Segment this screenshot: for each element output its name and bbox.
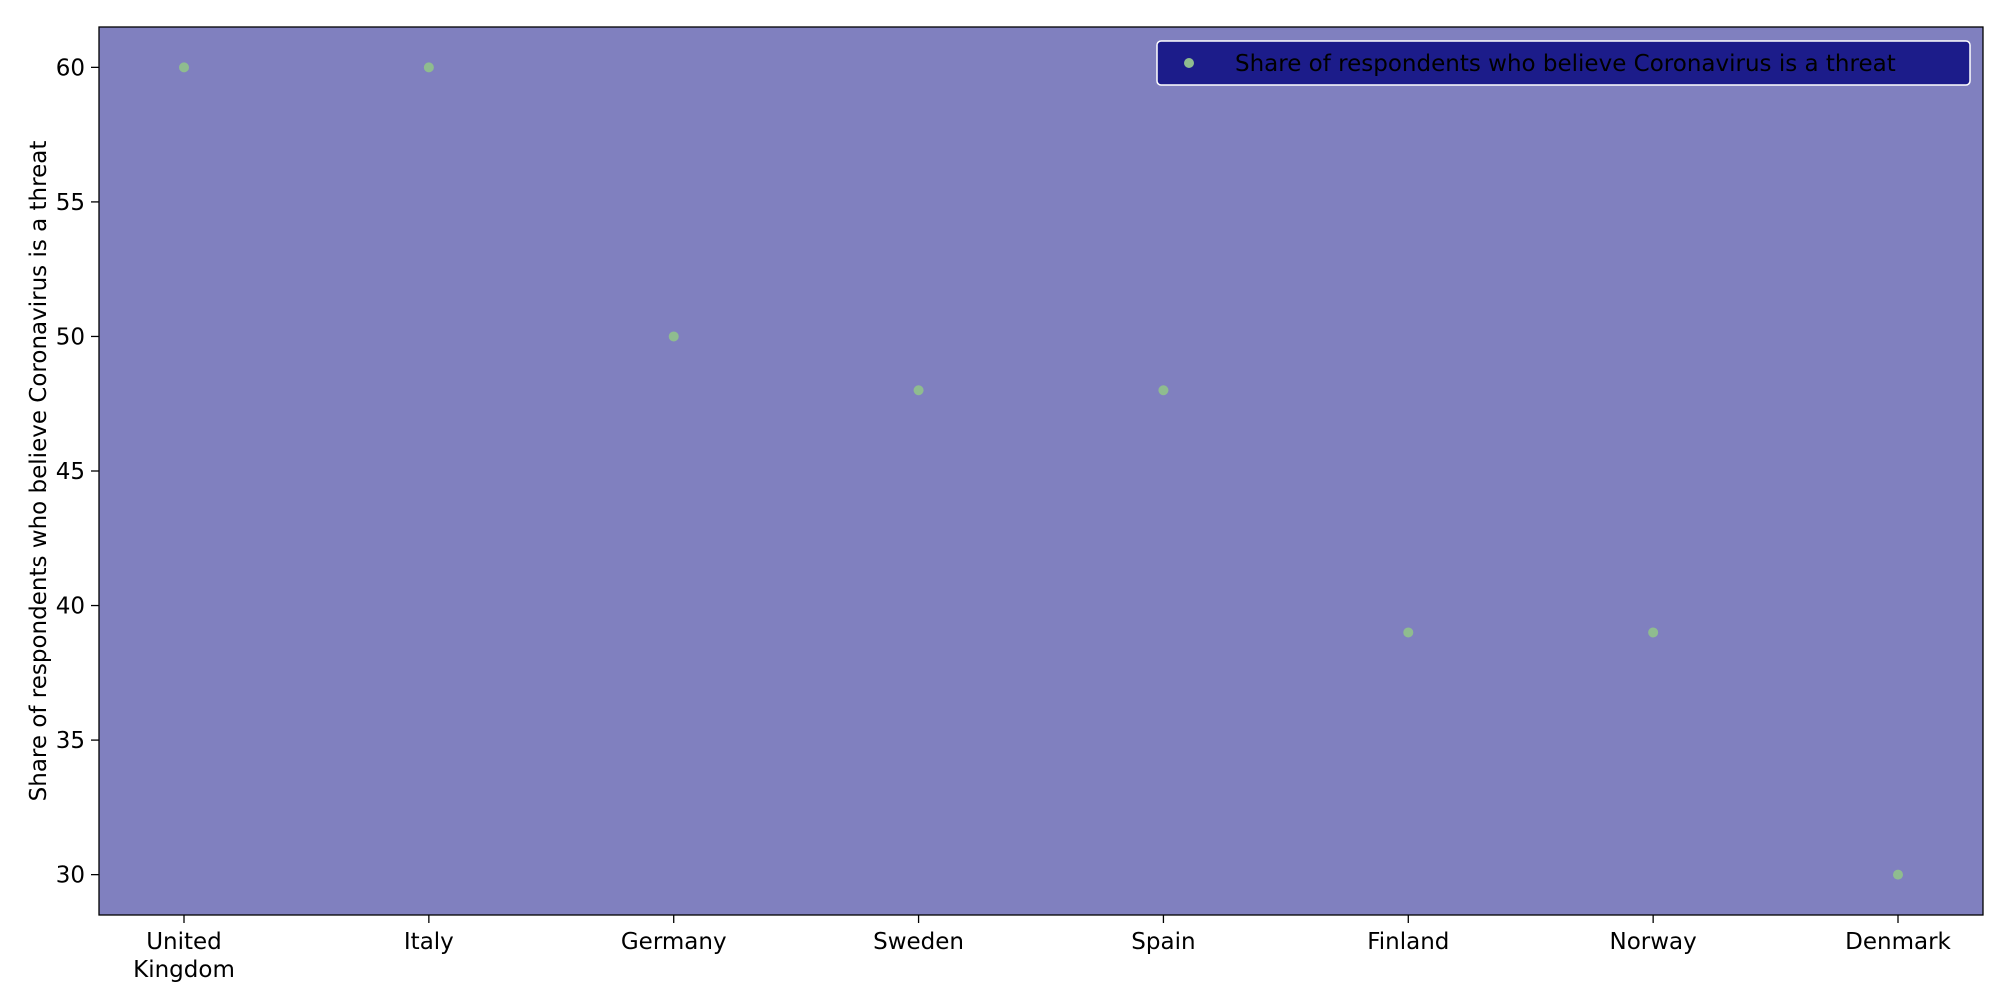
y-tick-label: 55 xyxy=(56,190,85,216)
x-tick-label: Spain xyxy=(1131,929,1195,955)
data-points xyxy=(179,62,1903,880)
data-point xyxy=(1158,385,1169,396)
y-tick-label: 40 xyxy=(56,594,85,620)
x-tick-label-line: Germany xyxy=(621,929,727,955)
x-tick-label: Norway xyxy=(1610,929,1697,955)
x-tick-label-line: Spain xyxy=(1131,929,1195,955)
data-point xyxy=(1403,627,1414,638)
y-tick-label: 50 xyxy=(56,324,85,350)
legend-box xyxy=(1156,40,1971,86)
x-tick-label-line: Italy xyxy=(404,929,454,955)
x-axis: United Kingdom Italy Germany Sweden Spain Finl… xyxy=(133,915,1952,983)
x-tick-label-line: Kingdom xyxy=(133,957,235,983)
legend: Share of respondents who believe Coronav… xyxy=(1156,40,1971,86)
plot-area xyxy=(98,26,1984,916)
x-tick-label-line: Sweden xyxy=(873,929,964,955)
x-tick-label-line: Denmark xyxy=(1845,929,1951,955)
y-tick-label: 60 xyxy=(56,55,85,81)
x-tick-label: Sweden xyxy=(873,929,964,955)
x-tick-label: Finland xyxy=(1367,929,1449,955)
y-tick-label: 35 xyxy=(56,728,85,754)
x-tick-label: Germany xyxy=(621,929,727,955)
data-point xyxy=(913,385,924,396)
data-point xyxy=(1648,627,1659,638)
x-tick-label: Denmark xyxy=(1845,929,1951,955)
y-axis-title: Share of respondents who believe Coronav… xyxy=(26,141,52,802)
x-tick-label: Italy xyxy=(404,929,454,955)
data-point xyxy=(668,331,679,342)
x-tick-label-line: United xyxy=(146,929,222,955)
data-point xyxy=(1893,869,1903,880)
data-point xyxy=(179,62,189,73)
y-tick-label: 45 xyxy=(56,459,85,485)
x-tick-label: United Kingdom xyxy=(133,929,235,983)
data-point xyxy=(423,62,434,73)
legend-marker xyxy=(1184,58,1194,68)
y-tick-label: 30 xyxy=(56,863,85,889)
x-tick-label-line: Finland xyxy=(1367,929,1449,955)
x-tick-label-line: Norway xyxy=(1610,929,1697,955)
legend-label: Share of respondents who believe Coronav… xyxy=(1235,51,1896,77)
y-axis: 30 35 40 45 50 55 60 xyxy=(56,55,99,889)
